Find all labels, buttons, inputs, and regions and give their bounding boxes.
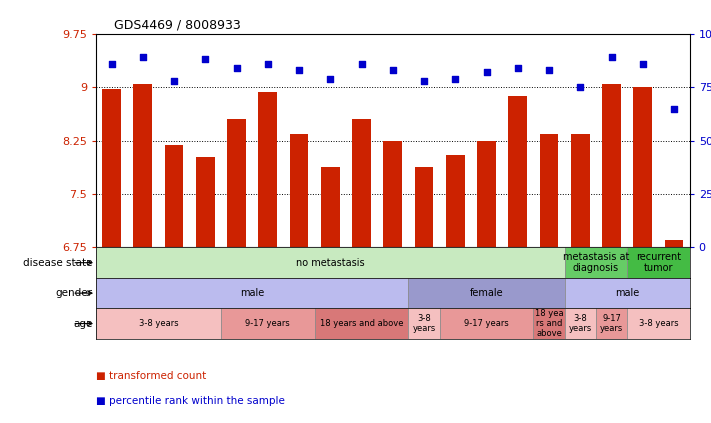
Text: recurrent
tumor: recurrent tumor [636,252,681,273]
Bar [565,308,596,339]
Bar [196,157,215,247]
Point [356,60,368,67]
Bar [602,84,621,247]
Text: male: male [240,288,264,298]
Bar [96,308,221,339]
Text: metastasis at
diagnosis: metastasis at diagnosis [562,252,629,273]
Bar [565,278,690,308]
Point [606,54,617,61]
Bar [96,278,408,308]
Bar [352,119,371,247]
Text: 18 years and above: 18 years and above [320,319,403,328]
Bar [228,119,246,247]
Bar [315,308,408,339]
Bar [477,141,496,247]
Bar [134,84,152,247]
Bar [221,308,315,339]
Bar [165,145,183,247]
Point [200,56,211,63]
Bar [665,240,683,247]
Text: ■ transformed count: ■ transformed count [96,371,206,381]
Text: gender: gender [55,288,92,298]
Bar [627,308,690,339]
Bar [627,247,690,278]
Bar [446,155,465,247]
Point [574,84,586,91]
Text: 3-8
years: 3-8 years [569,314,592,333]
Text: 3-8
years: 3-8 years [412,314,436,333]
Text: 3-8 years: 3-8 years [139,319,178,328]
Bar [439,308,533,339]
Point [106,60,117,67]
Bar [289,134,309,247]
Bar [634,87,652,247]
Point [262,60,274,67]
Point [169,77,180,84]
Text: male: male [615,288,639,298]
Bar [259,92,277,247]
Bar [415,167,434,247]
Point [543,67,555,74]
Point [137,54,149,61]
Text: ■ percentile rank within the sample: ■ percentile rank within the sample [96,396,285,406]
Bar [96,247,565,278]
Point [637,60,648,67]
Bar [571,134,589,247]
Bar [408,308,439,339]
Text: 9-17 years: 9-17 years [464,319,509,328]
Point [512,65,523,71]
Text: 9-17 years: 9-17 years [245,319,290,328]
Point [481,69,492,76]
Point [449,75,461,82]
Bar [508,96,527,247]
Bar [321,167,340,247]
Point [231,65,242,71]
Bar [383,141,402,247]
Bar [565,247,627,278]
Text: 18 yea
rs and
above: 18 yea rs and above [535,309,563,338]
Text: age: age [73,319,92,329]
Bar [408,278,565,308]
Point [325,75,336,82]
Bar [102,89,121,247]
Bar [540,134,558,247]
Bar [596,308,627,339]
Point [294,67,305,74]
Text: female: female [470,288,503,298]
Point [387,67,398,74]
Point [418,77,429,84]
Text: no metastasis: no metastasis [296,258,365,268]
Bar [533,308,565,339]
Text: disease state: disease state [23,258,92,268]
Text: GDS4469 / 8008933: GDS4469 / 8008933 [114,18,240,31]
Text: 9-17
years: 9-17 years [600,314,623,333]
Point [668,105,680,112]
Text: 3-8 years: 3-8 years [638,319,678,328]
